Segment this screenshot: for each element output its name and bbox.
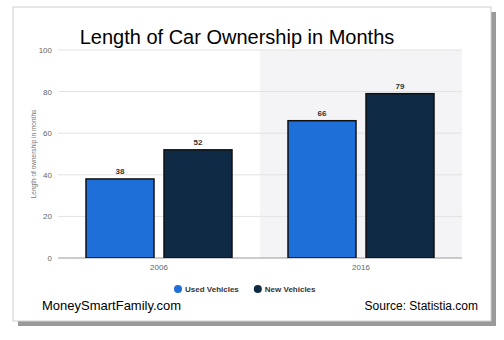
category-label: 2016	[352, 263, 370, 272]
data-label: 66	[318, 109, 327, 118]
y-axis	[58, 50, 59, 258]
y-axis-label: Length of ownership in months	[30, 109, 38, 198]
legend-label: Used Vehicles	[185, 285, 239, 294]
footer-left: MoneySmartFamily.com	[42, 298, 181, 313]
legend-marker	[254, 285, 262, 293]
bar	[164, 150, 232, 258]
tick-label: 40	[43, 171, 52, 180]
tick-label: 60	[43, 129, 52, 138]
data-label: 79	[396, 82, 405, 91]
tick-label: 0	[48, 254, 53, 263]
band	[260, 50, 462, 258]
data-label: 38	[116, 167, 125, 176]
bar	[366, 94, 434, 258]
grid-line	[58, 50, 462, 51]
grid-line	[58, 91, 462, 92]
chart: 0 20 40 60 80 100 Length of ownership in month…	[0, 0, 504, 340]
legend-label: New Vehicles	[265, 285, 316, 294]
tick-label: 80	[43, 88, 52, 97]
title: Length of Car Ownership in Months	[80, 26, 395, 48]
category-label: 2006	[150, 263, 168, 272]
data-label: 52	[194, 138, 203, 147]
bar	[288, 121, 356, 258]
tick-label: 100	[39, 46, 53, 55]
footer-right: Source: Statistia.com	[365, 299, 478, 313]
bars	[86, 94, 434, 258]
tick-label: 20	[43, 212, 52, 221]
bar	[86, 179, 154, 258]
frame	[13, 7, 491, 321]
legend-marker	[174, 285, 182, 293]
